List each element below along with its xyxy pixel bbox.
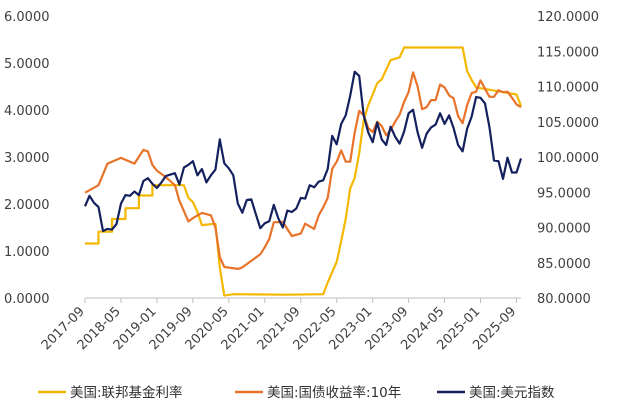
y-right-tick-label: 85.0000 — [537, 257, 591, 272]
y-left-tick-label: 6.0000 — [4, 10, 50, 25]
legend-label-2: 美国:美元指数 — [469, 385, 555, 401]
y-right-tick-label: 120.0000 — [537, 10, 599, 25]
y-left-tick-label: 5.0000 — [4, 57, 50, 72]
y-left-tick-label: 1.0000 — [4, 245, 50, 260]
legend: 美国:联邦基金利率 美国:国债收益率:10年 美国:美元指数 — [38, 384, 555, 401]
series-line-0 — [85, 46, 523, 297]
y-left-tick-label: 2.0000 — [4, 198, 50, 213]
y-right-tick-label: 90.0000 — [537, 222, 591, 237]
series-line-2 — [83, 70, 523, 233]
series-line-1 — [84, 71, 522, 270]
y-right-tick-label: 105.0000 — [537, 116, 599, 131]
x-axis: 2017-092018-052019-012019-092020-052021-… — [39, 298, 519, 353]
y-left-tick-label: 3.0000 — [4, 151, 50, 166]
y-right-tick-label: 95.0000 — [537, 186, 591, 201]
y-left-tick-label: 0.0000 — [4, 292, 50, 307]
y-right-tick-label: 115.0000 — [537, 45, 599, 60]
y-right-tick-label: 110.0000 — [537, 81, 599, 96]
right-y-axis: 80.0000 85.0000 90.0000 95.0000 100.0000 105.… — [537, 10, 599, 307]
y-right-tick-label: 100.0000 — [537, 151, 599, 166]
legend-label-0: 美国:联邦基金利率 — [70, 384, 183, 401]
y-right-tick-label: 80.0000 — [537, 292, 591, 307]
plot-lines — [83, 46, 523, 297]
left-y-axis: 0.0000 1.0000 2.0000 3.0000 4.0000 5.0000 6.00… — [4, 10, 50, 307]
y-left-tick-label: 4.0000 — [4, 104, 50, 119]
legend-label-1: 美国:国债收益率:10年 — [267, 384, 401, 401]
